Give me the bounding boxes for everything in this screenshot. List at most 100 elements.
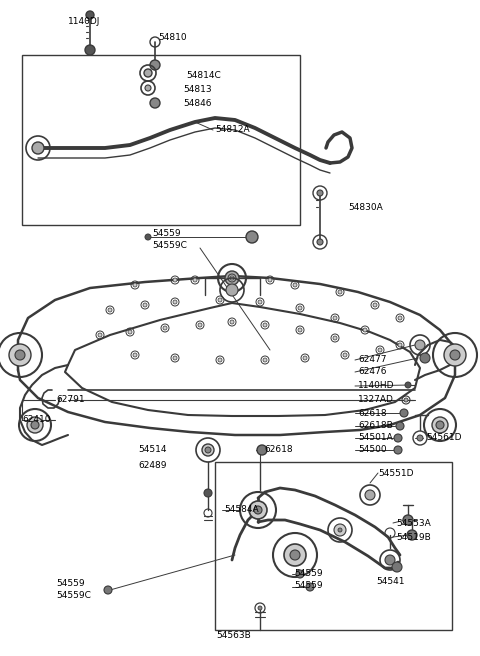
- Circle shape: [317, 190, 323, 196]
- Circle shape: [317, 239, 323, 245]
- Circle shape: [246, 231, 258, 243]
- Circle shape: [257, 445, 267, 455]
- Circle shape: [173, 278, 177, 282]
- Text: 54514: 54514: [139, 445, 167, 455]
- Circle shape: [31, 421, 39, 429]
- Circle shape: [298, 306, 302, 310]
- Text: 54846: 54846: [183, 98, 212, 108]
- Circle shape: [173, 300, 177, 304]
- Circle shape: [403, 515, 413, 525]
- Text: 54561D: 54561D: [426, 434, 461, 443]
- Circle shape: [27, 417, 43, 433]
- Circle shape: [400, 409, 408, 417]
- Circle shape: [334, 524, 346, 536]
- Circle shape: [173, 356, 177, 360]
- Circle shape: [133, 283, 137, 287]
- Circle shape: [385, 555, 395, 565]
- Circle shape: [218, 298, 222, 302]
- Text: 54559: 54559: [294, 569, 323, 579]
- Circle shape: [144, 69, 152, 77]
- Circle shape: [407, 530, 417, 540]
- Circle shape: [230, 320, 234, 324]
- Text: 54830A: 54830A: [348, 203, 383, 213]
- Circle shape: [404, 398, 408, 402]
- Circle shape: [296, 570, 304, 578]
- Circle shape: [133, 353, 137, 357]
- Circle shape: [417, 435, 423, 441]
- Circle shape: [85, 45, 95, 55]
- Circle shape: [293, 283, 297, 287]
- Circle shape: [303, 356, 307, 360]
- Bar: [215, 462, 452, 630]
- Circle shape: [398, 316, 402, 320]
- Text: 62618: 62618: [358, 409, 386, 417]
- Circle shape: [394, 434, 402, 442]
- Circle shape: [86, 11, 94, 19]
- Bar: [22, 55, 300, 225]
- Text: 54541: 54541: [376, 577, 405, 586]
- Circle shape: [150, 60, 160, 70]
- Circle shape: [450, 350, 460, 360]
- Circle shape: [263, 358, 267, 362]
- Circle shape: [436, 421, 444, 429]
- Text: 1140DJ: 1140DJ: [68, 18, 100, 26]
- Circle shape: [420, 353, 430, 363]
- Text: 54501A: 54501A: [358, 434, 393, 443]
- Circle shape: [198, 323, 202, 327]
- Circle shape: [163, 326, 167, 330]
- Circle shape: [249, 501, 267, 519]
- Circle shape: [258, 300, 262, 304]
- Text: 54559C: 54559C: [56, 592, 91, 600]
- Text: 54559: 54559: [294, 581, 323, 590]
- Circle shape: [150, 98, 160, 108]
- Circle shape: [128, 330, 132, 334]
- Circle shape: [143, 303, 147, 307]
- Text: 54813: 54813: [183, 85, 212, 94]
- Text: 62618B: 62618B: [358, 420, 393, 430]
- Circle shape: [338, 528, 342, 532]
- Circle shape: [444, 344, 466, 366]
- Circle shape: [218, 358, 222, 362]
- Circle shape: [398, 343, 402, 347]
- Text: 62618: 62618: [264, 445, 293, 455]
- Circle shape: [373, 303, 377, 307]
- Text: 54559: 54559: [152, 230, 180, 239]
- Text: 54559: 54559: [56, 579, 84, 588]
- Text: 54559C: 54559C: [152, 241, 187, 251]
- Circle shape: [405, 382, 411, 388]
- Circle shape: [415, 340, 425, 350]
- Text: 62476: 62476: [358, 367, 386, 377]
- Circle shape: [193, 278, 197, 282]
- Text: 54584A: 54584A: [224, 506, 259, 514]
- Circle shape: [306, 583, 314, 591]
- Circle shape: [205, 447, 211, 453]
- Circle shape: [365, 490, 375, 500]
- Circle shape: [204, 489, 212, 497]
- Text: 1327AD: 1327AD: [358, 396, 394, 405]
- Circle shape: [338, 290, 342, 294]
- Text: 62477: 62477: [358, 356, 386, 365]
- Circle shape: [290, 550, 300, 560]
- Text: 54814C: 54814C: [186, 72, 221, 81]
- Circle shape: [104, 586, 112, 594]
- Circle shape: [392, 562, 402, 572]
- Circle shape: [396, 422, 404, 430]
- Text: 54553A: 54553A: [396, 518, 431, 527]
- Circle shape: [108, 308, 112, 312]
- Circle shape: [145, 85, 151, 91]
- Text: 1140HD: 1140HD: [358, 382, 395, 390]
- Text: 62489: 62489: [139, 461, 167, 470]
- Text: 62410: 62410: [22, 415, 50, 424]
- Circle shape: [98, 333, 102, 337]
- Circle shape: [230, 276, 234, 280]
- Circle shape: [145, 234, 151, 240]
- Circle shape: [9, 344, 31, 366]
- Circle shape: [394, 446, 402, 454]
- Text: 54812A: 54812A: [215, 125, 250, 134]
- Circle shape: [32, 142, 44, 154]
- Circle shape: [268, 278, 272, 282]
- Circle shape: [284, 544, 306, 566]
- Text: 54519B: 54519B: [396, 533, 431, 541]
- Circle shape: [333, 316, 337, 320]
- Circle shape: [432, 417, 448, 433]
